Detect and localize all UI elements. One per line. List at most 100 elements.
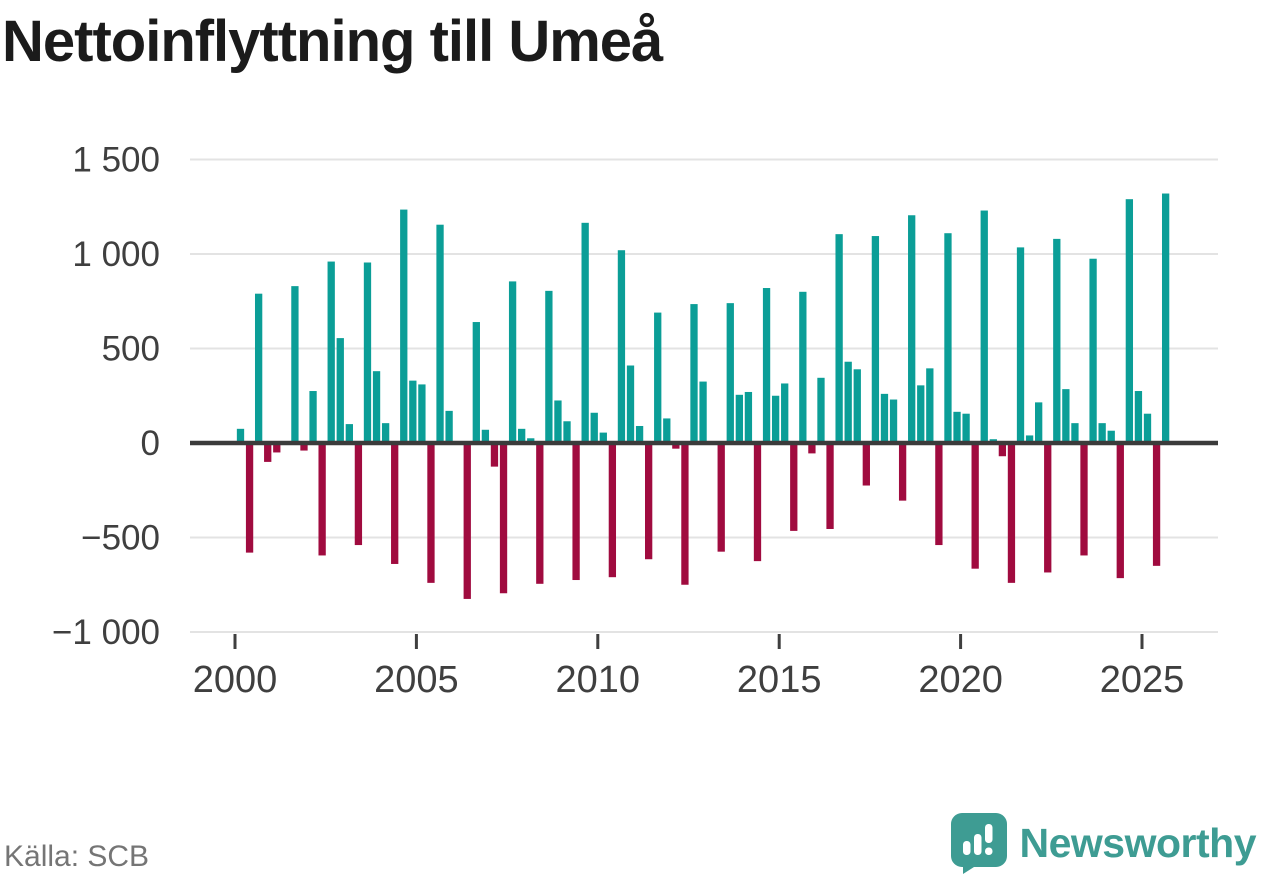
bar-2018-Q1 — [889, 399, 898, 443]
bar-2010-Q1 — [599, 432, 607, 443]
bar-2017-Q1 — [853, 369, 861, 443]
bar-2021-Q3 — [1016, 247, 1025, 443]
bar-2018-Q4 — [917, 385, 925, 443]
bar-2016-Q1 — [817, 377, 825, 443]
bar-2019-Q4 — [953, 411, 961, 443]
bar-2004-Q3 — [400, 209, 408, 443]
bar-2021-Q1 — [998, 443, 1007, 457]
bar-2004-Q2 — [391, 443, 399, 564]
y-tick-label-500: 500 — [102, 330, 160, 369]
x-tick-label-2000: 2000 — [193, 659, 278, 701]
bar-2012-Q4 — [699, 381, 707, 443]
branding: Newsworthy — [950, 812, 1257, 874]
bar-2011-Q3 — [654, 312, 662, 443]
bar-2021-Q2 — [1007, 443, 1016, 583]
bar-2005-Q2 — [427, 443, 435, 583]
bar-2003-Q2 — [354, 443, 363, 546]
y-tick-label-0: 0 — [141, 424, 160, 463]
bar-2015-Q3 — [799, 291, 807, 443]
bar-2023-Q4 — [1098, 423, 1106, 443]
bar-2019-Q2 — [935, 443, 943, 546]
bar-2022-Q2 — [1044, 443, 1052, 573]
x-tick-label-2025: 2025 — [1100, 659, 1185, 701]
bar-2013-Q2 — [717, 443, 725, 552]
bar-2006-Q4 — [481, 429, 490, 443]
bar-2000-Q3 — [254, 293, 263, 443]
bar-2017-Q3 — [871, 236, 880, 443]
bar-2000-Q2 — [245, 443, 254, 553]
bar-2016-Q3 — [835, 234, 843, 443]
bar-2003-Q4 — [372, 371, 381, 443]
bar-2005-Q1 — [418, 384, 426, 443]
bar-2025-Q1 — [1143, 413, 1152, 443]
bar-2002-Q1 — [309, 391, 317, 443]
bar-2011-Q2 — [645, 443, 653, 560]
bar-2002-Q3 — [327, 261, 335, 443]
bar-2013-Q3 — [726, 303, 734, 443]
bar-2012-Q1 — [672, 443, 680, 449]
bar-2022-Q1 — [1035, 402, 1043, 443]
bar-2012-Q2 — [681, 443, 689, 585]
bar-2013-Q4 — [735, 394, 743, 443]
bar-2007-Q2 — [499, 443, 508, 594]
bar-2016-Q2 — [826, 443, 834, 529]
x-tick-label-2015: 2015 — [737, 659, 822, 701]
bar-2009-Q3 — [581, 222, 589, 443]
bar-2010-Q3 — [617, 250, 626, 443]
bar-2024-Q3 — [1125, 199, 1134, 443]
bar-2008-Q1 — [527, 438, 535, 443]
bar-2015-Q2 — [790, 443, 798, 531]
bar-2001-Q1 — [273, 443, 281, 453]
bar-2001-Q4 — [300, 443, 308, 451]
bar-2017-Q2 — [862, 443, 870, 486]
bar-2003-Q1 — [345, 424, 353, 443]
bar-2012-Q3 — [690, 304, 698, 443]
y-tick-label-1 500: 1 500 — [72, 141, 160, 180]
bar-2008-Q2 — [536, 443, 544, 584]
bar-2005-Q4 — [445, 410, 453, 443]
bar-2025-Q3 — [1161, 193, 1170, 443]
bar-2014-Q4 — [771, 395, 780, 443]
brand-name: Newsworthy — [1019, 819, 1257, 866]
bar-2007-Q1 — [490, 443, 499, 467]
bar-2020-Q3 — [980, 210, 988, 443]
bar-2023-Q3 — [1089, 258, 1097, 443]
bar-2020-Q2 — [971, 443, 979, 569]
bar-2004-Q4 — [409, 380, 417, 443]
bar-2014-Q2 — [753, 443, 762, 562]
bar-2024-Q4 — [1134, 391, 1143, 443]
bar-2002-Q2 — [318, 443, 326, 556]
bar-2019-Q3 — [944, 233, 952, 443]
y-tick-label-−500: −500 — [81, 519, 160, 558]
bar-2014-Q1 — [744, 391, 753, 443]
bar-2024-Q2 — [1116, 443, 1124, 579]
bar-2015-Q1 — [781, 383, 789, 443]
bar-2008-Q3 — [545, 290, 553, 443]
bar-2006-Q2 — [463, 443, 471, 599]
bar-2000-Q1 — [236, 428, 245, 443]
bar-2008-Q4 — [554, 400, 562, 443]
bar-2011-Q4 — [663, 418, 671, 443]
bar-2018-Q2 — [898, 443, 907, 501]
bar-2019-Q1 — [926, 368, 934, 443]
speech-bubble-bar-chart-icon — [950, 813, 1007, 874]
bar-2009-Q1 — [563, 421, 571, 443]
bar-2003-Q3 — [363, 262, 372, 443]
bar-2001-Q3 — [291, 286, 299, 443]
bar-2023-Q2 — [1080, 443, 1088, 556]
bar-2025-Q2 — [1152, 443, 1161, 566]
bar-2024-Q1 — [1107, 430, 1115, 443]
x-tick-label-2010: 2010 — [556, 659, 641, 701]
bar-2022-Q4 — [1062, 389, 1070, 443]
bar-2007-Q3 — [508, 281, 517, 443]
bar-2007-Q4 — [518, 428, 526, 443]
bar-2022-Q3 — [1053, 238, 1061, 443]
bar-2006-Q3 — [472, 322, 480, 443]
chart-title: Nettoinflyttning till Umeå — [2, 9, 663, 74]
bar-2014-Q3 — [762, 288, 771, 443]
bar-2010-Q2 — [608, 443, 617, 578]
bar-2018-Q3 — [908, 215, 916, 443]
bar-2011-Q1 — [635, 425, 644, 443]
